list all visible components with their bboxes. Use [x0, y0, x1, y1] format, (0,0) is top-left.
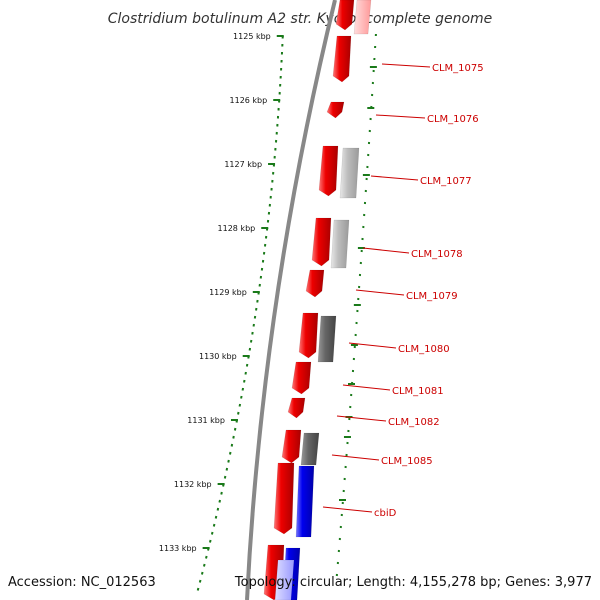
label-leader-line [331, 454, 380, 461]
gene-label[interactable]: CLM_1079 [406, 291, 458, 302]
gene-arrow[interactable] [335, 0, 355, 31]
gene-arrow[interactable] [281, 429, 302, 464]
genome-backbone [245, 0, 337, 600]
gene-arrow[interactable] [291, 361, 312, 395]
gene-label[interactable]: CLM_1076 [427, 114, 479, 125]
gene-box[interactable] [300, 432, 320, 466]
gene-label[interactable]: CLM_1080 [398, 344, 450, 355]
ruler-dot [216, 507, 220, 511]
map-title: Clostridium botulinum A2 str. Kyoto, com… [108, 11, 493, 27]
gene-arrow[interactable] [298, 312, 319, 359]
ruler-tick-label: 1130 kbp [199, 352, 237, 361]
gene-box[interactable] [274, 559, 295, 600]
gene-label[interactable]: CLM_1081 [392, 386, 444, 397]
ruler-tick-label: 1125 kbp [233, 32, 271, 41]
ruler-tick-label: 1132 kbp [174, 480, 212, 489]
ruler-dot [212, 523, 216, 527]
ruler-tick-label: 1129 kbp [209, 288, 247, 297]
ruler-tick-label: 1127 kbp [224, 160, 262, 169]
label-leader-line [342, 384, 391, 391]
ruler-dot [218, 499, 221, 503]
label-leader-line [355, 289, 405, 296]
ruler-tick-label: 1128 kbp [218, 224, 256, 233]
label-leader-line [362, 247, 410, 254]
genome-summary-text: Topology: circular; Length: 4,155,278 bp… [234, 575, 592, 590]
ruler-dot [210, 531, 214, 535]
ruler-dot [220, 491, 223, 495]
label-leaders [322, 63, 431, 513]
kbp-ruler-labels: 1125 kbp 1126 kbp 1127 kbp 1128 kbp 1129 kbp… [159, 32, 271, 553]
ruler-dot [214, 515, 218, 519]
ruler-dot [232, 435, 235, 439]
ruler-tick-label: 1131 kbp [187, 416, 225, 425]
ruler-dot [196, 587, 200, 591]
gene-box[interactable] [339, 147, 360, 199]
label-leader-line [375, 114, 426, 119]
ruler-dot [200, 571, 204, 575]
ruler-dot [230, 443, 234, 447]
accession-text: Accession: NC_012563 [8, 575, 156, 590]
ruler-dot [203, 563, 206, 567]
ruler-dot [225, 467, 229, 471]
ruler-tick-label: 1126 kbp [230, 96, 268, 105]
label-leader-line [370, 175, 419, 181]
label-leader-line [348, 342, 397, 349]
gene-arrow[interactable] [311, 217, 332, 267]
gene-arrow[interactable] [332, 35, 352, 83]
ruler-dot [229, 451, 232, 455]
kbp-ruler [196, 35, 284, 591]
ruler-dot [205, 555, 208, 559]
gene-label[interactable]: CLM_1078 [411, 249, 463, 260]
gene-label[interactable]: cbiD [374, 508, 397, 519]
gene-arrow[interactable] [273, 462, 295, 535]
label-leader-line [336, 415, 387, 422]
ruler-dot [227, 459, 230, 463]
ruler-dot [208, 539, 212, 543]
gene-box[interactable] [317, 315, 337, 363]
gene-arrow[interactable] [326, 101, 345, 119]
gene-label[interactable]: CLM_1075 [432, 63, 484, 74]
gene-arrow[interactable] [318, 145, 339, 197]
label-leader-line [322, 506, 373, 513]
outer-dotted-track [335, 33, 377, 577]
gene-box[interactable] [295, 465, 315, 538]
gene-label[interactable]: CLM_1085 [381, 456, 433, 467]
gene-box[interactable] [330, 219, 350, 269]
gene-label[interactable]: CLM_1077 [420, 176, 472, 187]
gene-box[interactable] [353, 0, 372, 35]
gene-labels: CLM_1075 CLM_1076 CLM_1077 CLM_1078 CLM_1079… [374, 63, 484, 519]
ruler-dot [223, 475, 227, 479]
ruler-dot [198, 579, 202, 583]
gene-label[interactable]: CLM_1082 [388, 417, 440, 428]
gene-features [263, 0, 372, 600]
gene-arrow[interactable] [305, 269, 325, 298]
gene-arrow[interactable] [287, 397, 306, 419]
label-leader-line [381, 63, 431, 68]
ruler-tick-label: 1133 kbp [159, 544, 197, 553]
